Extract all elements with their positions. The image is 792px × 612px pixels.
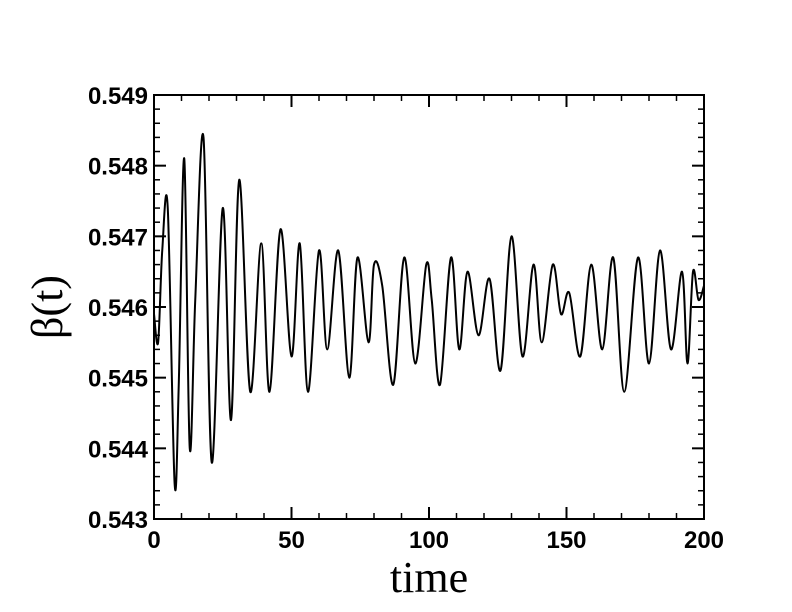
data-series-line <box>153 133 705 492</box>
x-tick-label: 150 <box>546 527 586 554</box>
y-tick-label: 0.545 <box>88 366 148 393</box>
x-tick-label: 100 <box>409 527 449 554</box>
major-ticks <box>153 94 705 520</box>
y-tick-label: 0.547 <box>88 224 148 251</box>
y-tick-label: 0.544 <box>88 436 149 463</box>
x-tick-label: 50 <box>278 527 305 554</box>
y-tick-labels: 0.543 0.544 0.545 0.546 0.547 0.548 0.549 <box>88 83 149 534</box>
plot-frame <box>153 94 705 520</box>
y-tick-label: 0.549 <box>88 83 148 110</box>
x-tick-label: 200 <box>684 527 724 554</box>
minor-ticks <box>154 95 704 519</box>
x-axis-title: time <box>390 553 468 602</box>
y-tick-label: 0.543 <box>88 507 148 534</box>
y-tick-label: 0.546 <box>88 295 148 322</box>
y-axis-title: β(t) <box>23 275 72 339</box>
x-tick-labels: 0 50 100 150 200 <box>147 527 724 554</box>
y-tick-label: 0.548 <box>88 154 148 181</box>
x-tick-label: 0 <box>147 527 160 554</box>
